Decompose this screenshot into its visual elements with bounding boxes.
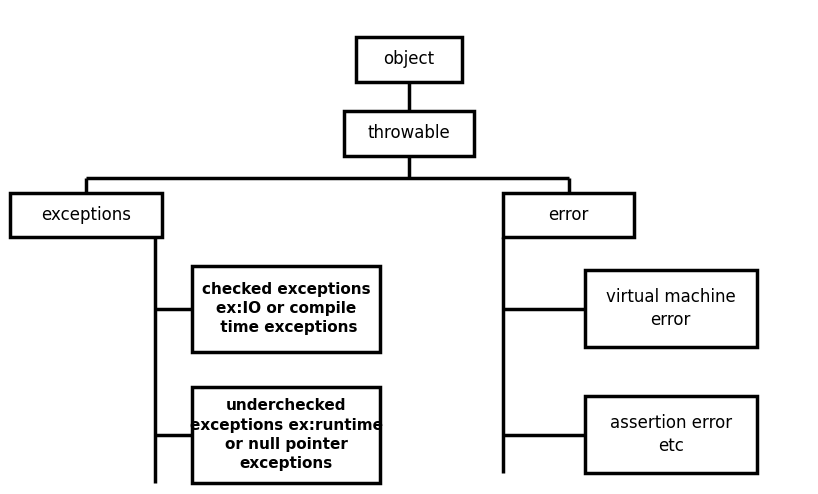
FancyBboxPatch shape <box>585 271 757 347</box>
FancyBboxPatch shape <box>344 111 474 156</box>
Text: virtual machine
error: virtual machine error <box>606 288 735 329</box>
FancyBboxPatch shape <box>10 193 162 237</box>
FancyBboxPatch shape <box>585 396 757 473</box>
FancyBboxPatch shape <box>503 193 634 237</box>
Text: checked exceptions
ex:IO or compile
 time exceptions: checked exceptions ex:IO or compile time… <box>202 282 371 335</box>
FancyBboxPatch shape <box>356 37 462 82</box>
Text: object: object <box>384 50 434 68</box>
FancyBboxPatch shape <box>192 386 380 483</box>
Text: exceptions: exceptions <box>41 206 131 224</box>
FancyBboxPatch shape <box>192 266 380 352</box>
Text: underchecked
exceptions ex:runtime
or null pointer
exceptions: underchecked exceptions ex:runtime or nu… <box>190 399 383 471</box>
Text: assertion error
etc: assertion error etc <box>609 414 732 455</box>
Text: error: error <box>548 206 589 224</box>
Text: throwable: throwable <box>367 124 451 142</box>
